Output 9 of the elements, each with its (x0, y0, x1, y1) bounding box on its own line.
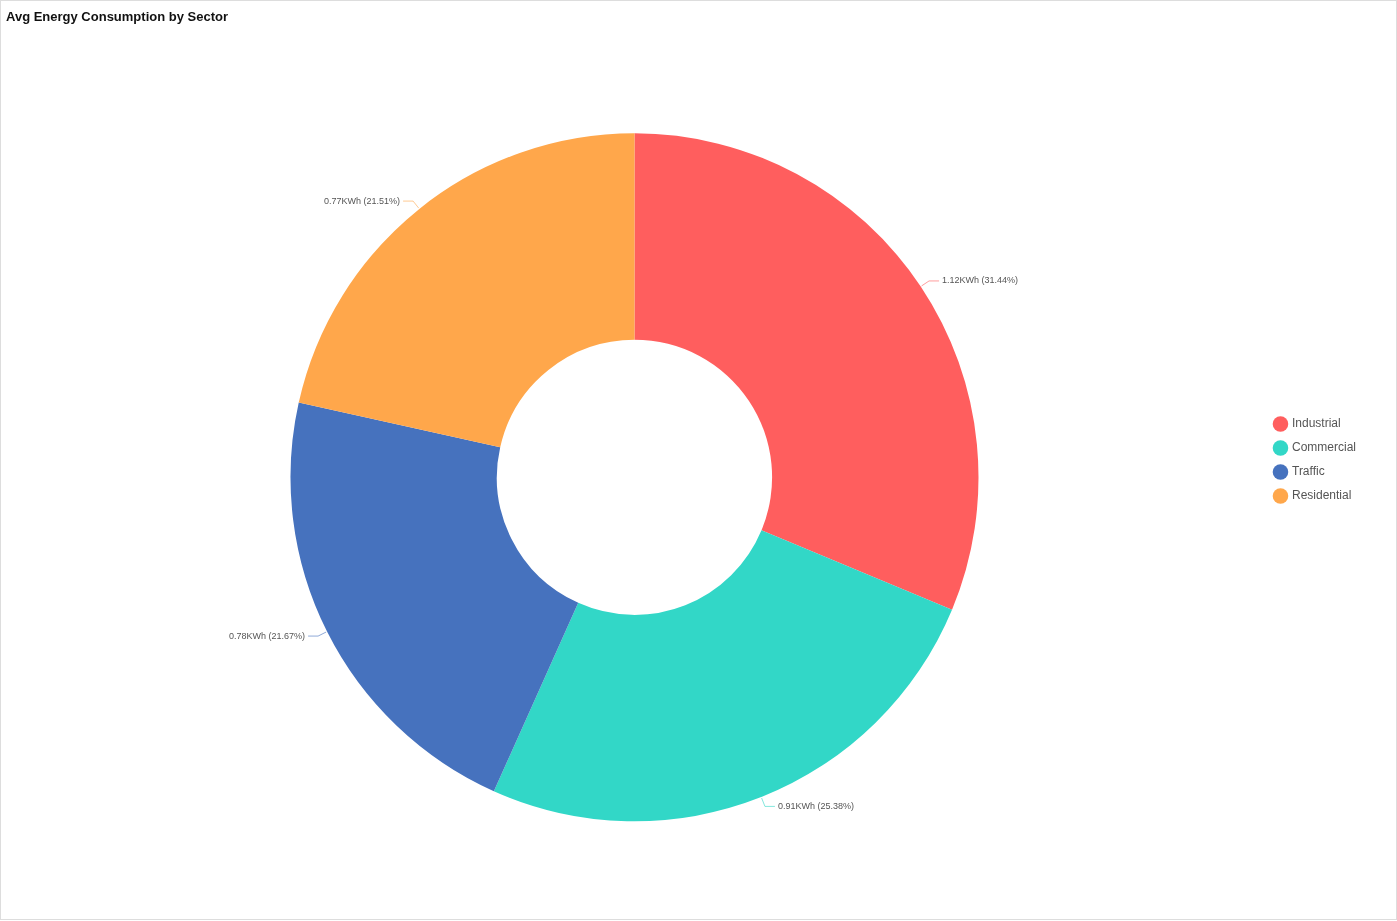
legend-label: Industrial (1291, 416, 1341, 431)
data-label: 0.91KWh (25.38%) (777, 800, 854, 811)
data-label: 0.78KWh (21.67%) (229, 630, 306, 641)
legend-label: Residential (1291, 488, 1352, 503)
legend-label: Traffic (1291, 464, 1325, 479)
legend-label: Commercial (1291, 440, 1357, 455)
data-label: 1.12KWh (31.44%) (942, 275, 1019, 286)
text: Avg Energy Consumption by Sector (6, 9, 228, 25)
data-label: 0.77KWh (21.51%) (324, 195, 401, 206)
